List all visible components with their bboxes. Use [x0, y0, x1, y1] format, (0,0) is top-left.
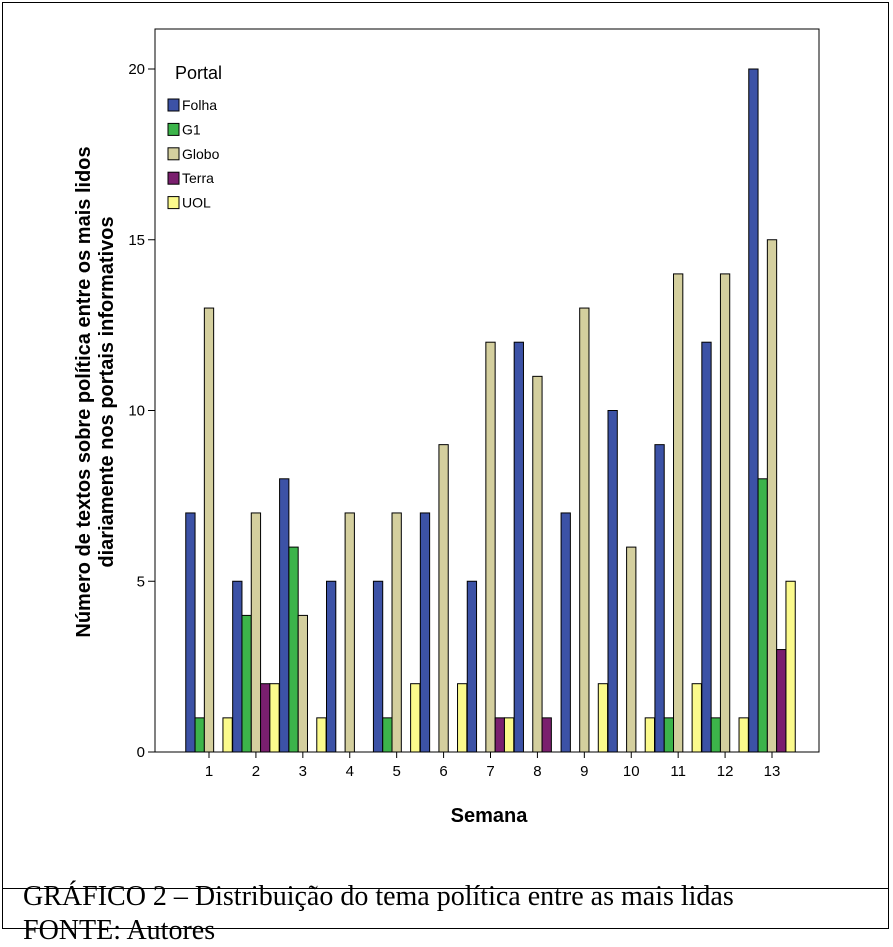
bar-g1-week-11	[663, 717, 675, 753]
legend-label-g1: G1	[182, 121, 201, 137]
x-axis: 1 2 3 4 5 6 7 8 9 10 11 12 13	[205, 752, 781, 780]
x-tick-label: 4	[346, 763, 354, 780]
y-axis-title-line-1: Número de textos sobre política entre os…	[73, 146, 95, 637]
y-axis-title-line-2: diariamente nos portais informativos	[96, 216, 118, 567]
caption-divider	[3, 888, 888, 889]
bar-folha-week-13	[748, 68, 759, 753]
bar-uol-week-9	[597, 683, 609, 753]
bar-folha-week-9	[560, 512, 571, 753]
x-axis-title: Semana	[451, 805, 529, 827]
bar-folha-week-1	[185, 512, 196, 753]
x-tick-label: 3	[299, 763, 307, 780]
bar-globo-week-5	[391, 512, 402, 753]
x-tick-label: 12	[717, 763, 734, 780]
legend-label-terra: Terra	[182, 170, 214, 186]
bar-folha-week-10	[607, 410, 618, 753]
y-axis-title: Número de textos sobre política entre os…	[73, 146, 118, 637]
x-tick-label: 13	[764, 763, 781, 780]
legend-label-folha: Folha	[182, 97, 217, 113]
bar-g1-week-5	[382, 717, 393, 753]
bar-folha-week-4	[326, 580, 337, 753]
bars	[185, 68, 796, 753]
bar-terra-week-2	[260, 683, 271, 753]
bar-folha-week-8	[513, 341, 524, 753]
caption-source: FONTE: Autores	[23, 915, 216, 946]
y-tick-label: 15	[128, 232, 145, 249]
bar-uol-week-6	[457, 683, 468, 753]
bar-folha-week-7	[466, 580, 478, 753]
x-tick-label: 1	[205, 763, 213, 780]
bar-uol-week-12	[738, 717, 749, 753]
y-tick-label: 5	[137, 573, 145, 590]
y-axis: 0 5 10 15 20	[128, 61, 155, 761]
bar-uol-week-7	[503, 717, 515, 753]
legend-label-uol: UOL	[182, 195, 211, 211]
bar-folha-week-11	[654, 444, 665, 753]
y-tick-label: 10	[128, 403, 145, 420]
bar-globo-week-2	[250, 512, 262, 753]
bar-globo-week-11	[673, 273, 684, 753]
bar-g1-week-1	[194, 717, 205, 753]
bar-uol-week-13	[785, 580, 796, 753]
bar-folha-week-5	[372, 580, 384, 753]
x-tick-label: 10	[623, 763, 640, 780]
bar-globo-week-12	[719, 273, 731, 753]
bar-uol-week-5	[410, 683, 421, 753]
legend-swatch-folha	[167, 98, 180, 112]
bar-folha-week-3	[279, 478, 290, 753]
bar-globo-week-10	[626, 546, 637, 753]
legend-swatch-terra	[167, 171, 180, 185]
bar-g1-week-12	[710, 717, 721, 753]
x-tick-label: 7	[486, 763, 494, 780]
bar-uol-week-10	[644, 717, 656, 753]
bar-uol-week-2	[269, 683, 280, 753]
x-tick-label: 6	[439, 763, 447, 780]
legend-swatch-g1	[167, 122, 180, 136]
x-tick-label: 11	[670, 763, 686, 780]
bar-folha-week-12	[701, 341, 712, 753]
bar-folha-week-2	[232, 580, 243, 753]
legend-swatch-globo	[167, 147, 180, 161]
caption-title: GRÁFICO 2 – Distribuição do tema polític…	[23, 881, 734, 912]
x-tick-label: 8	[533, 763, 541, 780]
bar-g1-week-13	[757, 478, 768, 753]
bar-globo-week-7	[485, 341, 496, 753]
legend-swatch-uol	[167, 196, 180, 210]
legend-label-globo: Globo	[182, 146, 220, 162]
bar-globo-week-3	[297, 614, 308, 753]
bar-folha-week-6	[419, 512, 431, 753]
x-tick-label: 2	[252, 763, 260, 780]
legend: Portal Folha G1 Globo Terra UOL	[167, 63, 222, 211]
bar-globo-week-8	[532, 375, 543, 753]
bar-globo-week-6	[438, 444, 449, 753]
bar-terra-week-7	[494, 717, 505, 753]
bar-uol-week-3	[316, 717, 327, 753]
x-tick-label: 9	[580, 763, 588, 780]
bar-terra-week-13	[776, 649, 787, 753]
bar-g1-week-3	[288, 546, 299, 753]
bar-globo-week-4	[344, 512, 355, 753]
bar-uol-week-11	[691, 683, 702, 753]
bar-globo-week-13	[766, 239, 778, 753]
bar-uol-week-1	[222, 717, 233, 753]
y-tick-label: 0	[137, 744, 145, 761]
bar-globo-week-9	[579, 307, 590, 753]
bar-globo-week-1	[203, 307, 215, 753]
y-tick-label: 20	[128, 61, 145, 78]
x-tick-label: 5	[392, 763, 400, 780]
bar-terra-week-8	[541, 717, 552, 753]
bar-g1-week-2	[241, 614, 252, 753]
legend-title: Portal	[175, 63, 222, 83]
